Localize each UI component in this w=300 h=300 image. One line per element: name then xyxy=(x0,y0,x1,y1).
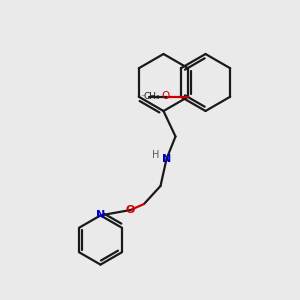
Text: O: O xyxy=(126,205,135,215)
Text: H: H xyxy=(152,149,160,160)
Text: N: N xyxy=(96,210,105,220)
Text: CH₃: CH₃ xyxy=(144,92,160,101)
Text: methyl: methyl xyxy=(142,95,147,96)
Text: O: O xyxy=(162,91,170,101)
Text: N: N xyxy=(162,154,171,164)
